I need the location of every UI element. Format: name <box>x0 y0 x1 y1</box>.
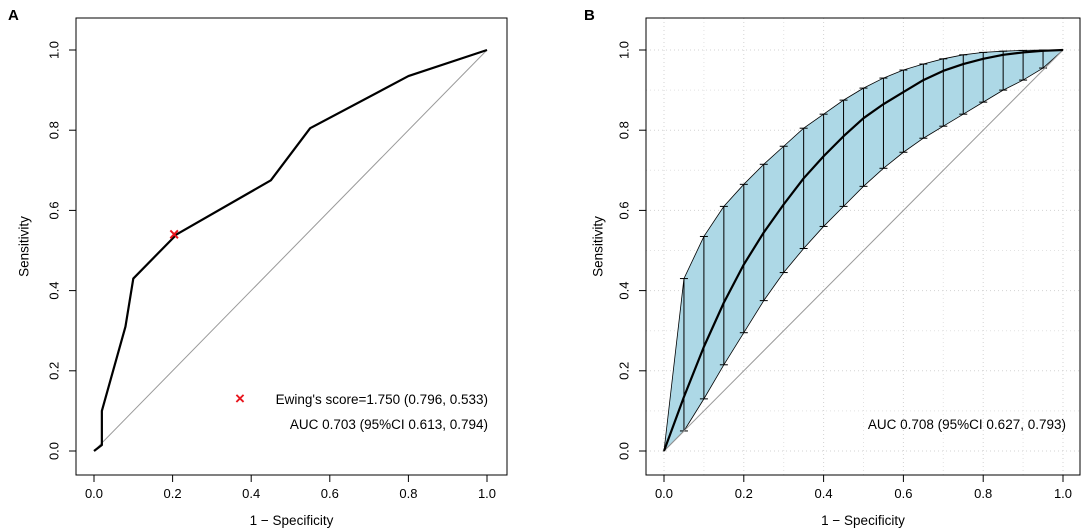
y-tick-label: 0.4 <box>617 282 632 300</box>
roc-curve <box>93 48 488 452</box>
x-tick-label: 0.8 <box>974 486 992 501</box>
y-tick-label: 1.0 <box>617 41 632 59</box>
x-tick-label: 0.0 <box>85 486 103 501</box>
y-tick-label: 0.2 <box>617 362 632 380</box>
y-axis-title: Sensitivity <box>591 216 606 277</box>
x-tick-label: 0.6 <box>894 486 912 501</box>
panel-label: B <box>584 7 595 24</box>
x-axis-title: 1 − Specificity <box>821 513 905 528</box>
y-axis: 0.0 0.2 0.4 0.6 0.8 1.0 Sensitivity <box>591 41 646 460</box>
y-axis-title: Sensitivity <box>17 216 32 277</box>
x-tick-label: 0.4 <box>815 486 833 501</box>
y-tick-label: 0.6 <box>47 201 62 219</box>
optimal-cutoff-marker: × <box>169 225 180 245</box>
x-tick-label: 0.2 <box>164 486 182 501</box>
panel-a: × 0.0 0.2 0.4 0.6 0.8 1.0 1 − Specificity 0.0 0.2… <box>8 7 508 528</box>
x-tick-label: 1.0 <box>1054 486 1072 501</box>
x-tick-label: 0.0 <box>655 486 673 501</box>
y-tick-label: 0.0 <box>47 442 62 460</box>
legend: × Ewing's score=1.750 (0.796, 0.533) AUC 0… <box>235 389 488 432</box>
x-axis-title: 1 − Specificity <box>250 513 334 528</box>
y-tick-label: 0.0 <box>617 442 632 460</box>
x-tick-label: 0.6 <box>321 486 339 501</box>
reference-diagonal <box>93 49 488 452</box>
y-tick-label: 0.6 <box>617 201 632 219</box>
auc-annotation: AUC 0.708 (95%CI 0.627, 0.793) <box>868 417 1066 432</box>
reference-diagonal <box>663 49 1064 452</box>
panel-label: A <box>8 7 19 24</box>
panel-b: 0.0 0.2 0.4 0.6 0.8 1.01 − Specificity0.00.20… <box>584 7 1081 528</box>
x-tick-label: 1.0 <box>478 486 496 501</box>
y-tick-label: 0.2 <box>47 362 62 380</box>
roc-curve <box>662 48 1064 452</box>
legend: AUC 0.708 (95%CI 0.627, 0.793) <box>868 417 1066 432</box>
x-tick-label: 0.4 <box>242 486 260 501</box>
auc-annotation: AUC 0.703 (95%CI 0.613, 0.794) <box>290 417 488 432</box>
legend-cutoff-entry: Ewing's score=1.750 (0.796, 0.533) <box>276 392 488 407</box>
x-axis: 0.0 0.2 0.4 0.6 0.8 1.0 1 − Specificity <box>655 474 1072 528</box>
y-axis: 0.0 0.2 0.4 0.6 0.8 1.0 Sensitivity <box>17 41 76 460</box>
y-tick-label: 0.8 <box>617 121 632 139</box>
x-tick-label: 0.8 <box>399 486 417 501</box>
x-axis: 0.0 0.2 0.4 0.6 0.8 1.0 1 − Specificity <box>85 474 496 528</box>
legend-marker-symbol: × <box>235 389 245 408</box>
y-tick-label: 0.4 <box>47 282 62 300</box>
x-tick-label: 0.2 <box>735 486 753 501</box>
y-tick-label: 1.0 <box>47 41 62 59</box>
y-tick-label: 0.8 <box>47 121 62 139</box>
